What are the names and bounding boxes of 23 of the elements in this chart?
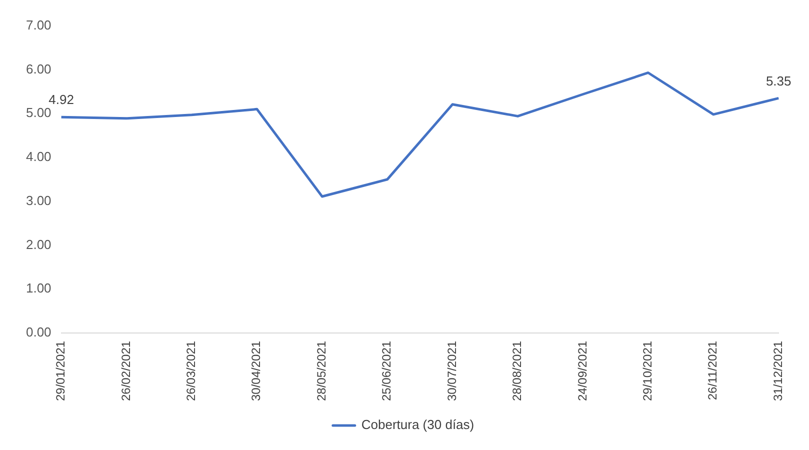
x-tick-label: 26/11/2021 bbox=[706, 340, 720, 400]
y-tick-label: 7.00 bbox=[26, 17, 52, 32]
x-tick-label: 30/07/2021 bbox=[444, 340, 459, 402]
legend-label: Cobertura (30 días) bbox=[361, 417, 474, 432]
x-tick-label: 29/01/2021 bbox=[54, 340, 68, 402]
x-tick-label: 29/10/2021 bbox=[640, 340, 654, 402]
y-tick-label: 0.00 bbox=[26, 324, 52, 340]
x-tick-label: 30/04/2021 bbox=[249, 340, 264, 402]
x-tick-label: 28/05/2021 bbox=[314, 340, 328, 402]
x-tick-label: 26/02/2021 bbox=[118, 340, 133, 402]
x-tick-label: 31/12/2021 bbox=[770, 340, 785, 402]
data-label: 5.35 bbox=[766, 73, 792, 88]
y-tick-label: 3.00 bbox=[26, 192, 52, 208]
x-tick-label: 28/08/2021 bbox=[510, 340, 524, 402]
x-tick-label: 25/06/2021 bbox=[380, 340, 394, 402]
y-tick-label: 4.00 bbox=[26, 149, 52, 164]
x-tick-label: 26/03/2021 bbox=[184, 340, 198, 402]
data-label: 4.92 bbox=[48, 92, 74, 108]
y-tick-label: 2.00 bbox=[26, 236, 52, 252]
y-tick-label: 5.00 bbox=[26, 105, 52, 120]
x-tick-label: 24/09/2021 bbox=[575, 340, 590, 402]
y-tick-label: 6.00 bbox=[26, 61, 52, 76]
y-tick-label: 1.00 bbox=[26, 280, 52, 296]
